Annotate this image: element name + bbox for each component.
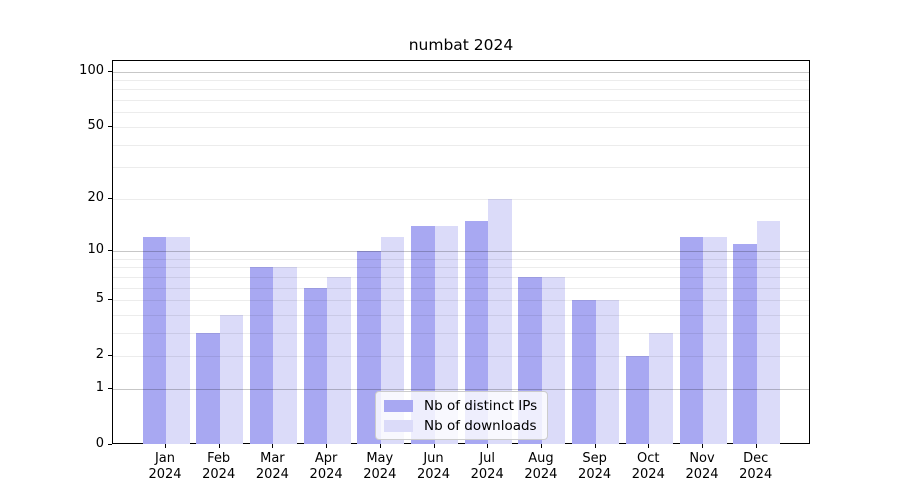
gridline: [113, 258, 809, 260]
y-tick-label: 50: [87, 117, 104, 133]
x-tick: [272, 444, 274, 448]
y-tick-label: 5: [95, 291, 104, 306]
gridline: [113, 100, 809, 101]
bar-ips: [142, 237, 166, 444]
x-tick: [218, 444, 220, 448]
gridline: [113, 89, 809, 91]
x-tick-label: Feb 2024: [202, 451, 236, 482]
x-tick-label: Nov 2024: [685, 451, 719, 482]
bar-downloads: [273, 267, 297, 444]
bar-ips: [572, 300, 596, 444]
legend-swatch: [384, 399, 413, 412]
y-tick: [108, 299, 112, 300]
legend: Nb of distinct IPs Nb of downloads: [375, 391, 549, 440]
gridline: [113, 71, 809, 73]
x-tick-label: Sep 2024: [578, 451, 612, 482]
y-tick: [108, 249, 112, 251]
chart-title: numbat 2024: [408, 36, 514, 54]
x-tick: [540, 444, 542, 448]
gridline: [113, 287, 809, 289]
y-tick-label: 2: [95, 347, 104, 363]
x-tick: [594, 444, 596, 448]
y-tick-label: 100: [79, 62, 104, 78]
legend-label: Nb of downloads: [424, 417, 537, 434]
gridline: [113, 267, 809, 269]
x-tick: [755, 444, 757, 448]
legend-swatch: [384, 419, 413, 432]
gridline: [113, 356, 809, 358]
gridline: [113, 126, 809, 128]
y-tick: [108, 444, 112, 445]
x-tick-label: Dec 2024: [739, 451, 773, 482]
y-tick: [108, 125, 112, 127]
x-tick: [433, 444, 435, 448]
bar-ips: [733, 243, 757, 444]
bar-ips: [357, 250, 381, 444]
bar-downloads: [595, 300, 620, 444]
y-tick: [108, 355, 112, 357]
bar-downloads: [327, 276, 351, 444]
x-tick-label: May 2024: [363, 451, 397, 482]
x-tick: [326, 444, 328, 448]
x-tick-label: Jan 2024: [148, 451, 182, 482]
bar-downloads: [434, 225, 458, 444]
y-tick: [108, 197, 112, 199]
bar-ips: [411, 225, 435, 444]
grid-layer: [113, 61, 809, 443]
gridline: [113, 388, 809, 390]
gridline: [113, 167, 809, 169]
y-tick-label: 20: [87, 189, 104, 205]
gridline: [113, 144, 809, 146]
x-tick: [648, 444, 650, 448]
legend-item: Nb of distinct IPs: [384, 397, 537, 414]
bar-ips: [249, 267, 274, 444]
x-tick-label: Jun 2024: [416, 451, 451, 482]
bar-ips: [679, 237, 703, 444]
gridline: [113, 300, 809, 301]
y-tick-label: 1: [95, 379, 104, 395]
bars-layer: [113, 61, 809, 444]
y-tick: [108, 387, 112, 389]
bar-ips: [464, 220, 489, 444]
x-tick: [487, 444, 489, 448]
gridline: [113, 276, 809, 278]
x-tick: [702, 444, 703, 448]
legend-item: Nb of downloads: [384, 417, 537, 434]
bar-downloads: [756, 220, 781, 444]
gridline: [113, 314, 809, 316]
x-tick-label: Oct 2024: [631, 451, 665, 482]
bar-downloads: [166, 237, 190, 444]
x-tick: [379, 444, 381, 448]
gridline: [113, 250, 809, 252]
x-tick-label: Mar 2024: [255, 451, 289, 482]
x-tick-label: Apr 2024: [309, 451, 343, 482]
bar-downloads: [649, 332, 673, 444]
gridline: [113, 79, 809, 81]
y-tick: [108, 70, 112, 72]
plot-area: Nb of distinct IPs Nb of downloads: [112, 60, 810, 444]
bar-downloads: [488, 198, 512, 444]
x-tick: [165, 444, 166, 448]
gridline: [113, 332, 809, 334]
bar-ips: [196, 332, 220, 444]
y-tick-label: 10: [87, 241, 104, 257]
bar-downloads: [219, 314, 244, 444]
gridline: [113, 112, 809, 114]
x-tick-label: Jul 2024: [470, 451, 504, 482]
bar-ips: [303, 287, 328, 444]
gridline: [113, 198, 809, 200]
legend-label: Nb of distinct IPs: [424, 397, 538, 414]
bar-downloads: [703, 237, 727, 444]
bar-ips: [625, 356, 650, 444]
x-tick-label: Aug 2024: [524, 451, 558, 482]
y-tick-label: 0: [95, 436, 104, 451]
